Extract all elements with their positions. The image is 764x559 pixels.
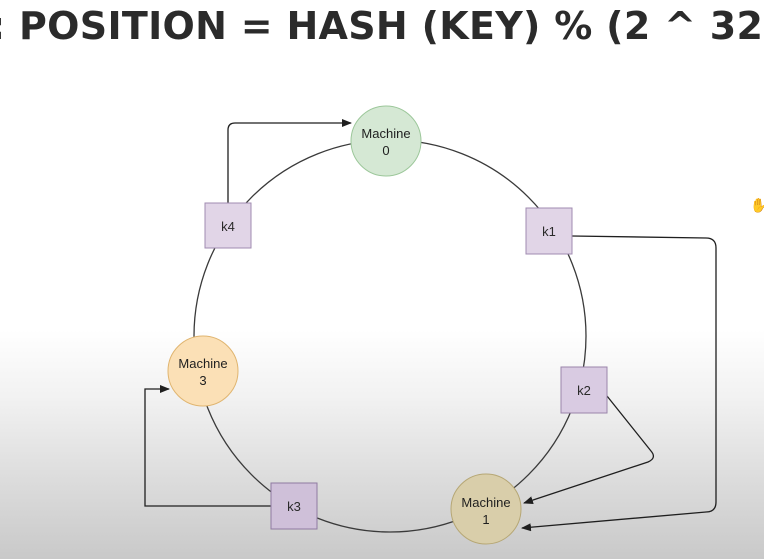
hand-pointer-icon: ✋ [750,197,764,213]
machine-1-circle [450,473,522,545]
key-k4-label: k4 [221,219,235,234]
machine-3-label: Machine [178,356,227,371]
arrow-k4-to-machine-0 [227,119,352,203]
key-k3-rect [270,482,318,530]
arrow-k3-to-machine-3 [144,385,271,507]
key-k2-rect [560,366,608,414]
machine-1-number: 1 [482,512,489,527]
arrow-k1-to-machine-1 [521,235,717,532]
key-k3-label: k3 [287,499,301,514]
key-k2-label: k2 [577,383,591,398]
key-k1-rect [525,207,573,255]
machine-0-number: 0 [382,143,389,158]
arrow-k2-to-machine-1 [523,395,655,504]
machine-1-label: Machine [461,495,510,510]
key-k2-box: k2 [560,366,608,414]
machine-0-node: Machine 0 [350,105,422,177]
key-k1-label: k1 [542,224,556,239]
key-k3-box: k3 [270,482,318,530]
machine-1-node: Machine 1 [450,473,522,545]
key-k4-box: k4 [204,202,252,249]
machine-3-number: 3 [199,373,206,388]
machine-3-node: Machine 3 [167,335,239,407]
machine-0-label: Machine [361,126,410,141]
machine-3-circle [167,335,239,407]
hash-ring [193,139,587,533]
page-title: : POSITION = HASH (KEY) % (2 ^ 32) [0,4,764,48]
key-k4-rect [204,202,252,249]
key-k1-box: k1 [525,207,573,255]
machine-0-circle [350,105,422,177]
